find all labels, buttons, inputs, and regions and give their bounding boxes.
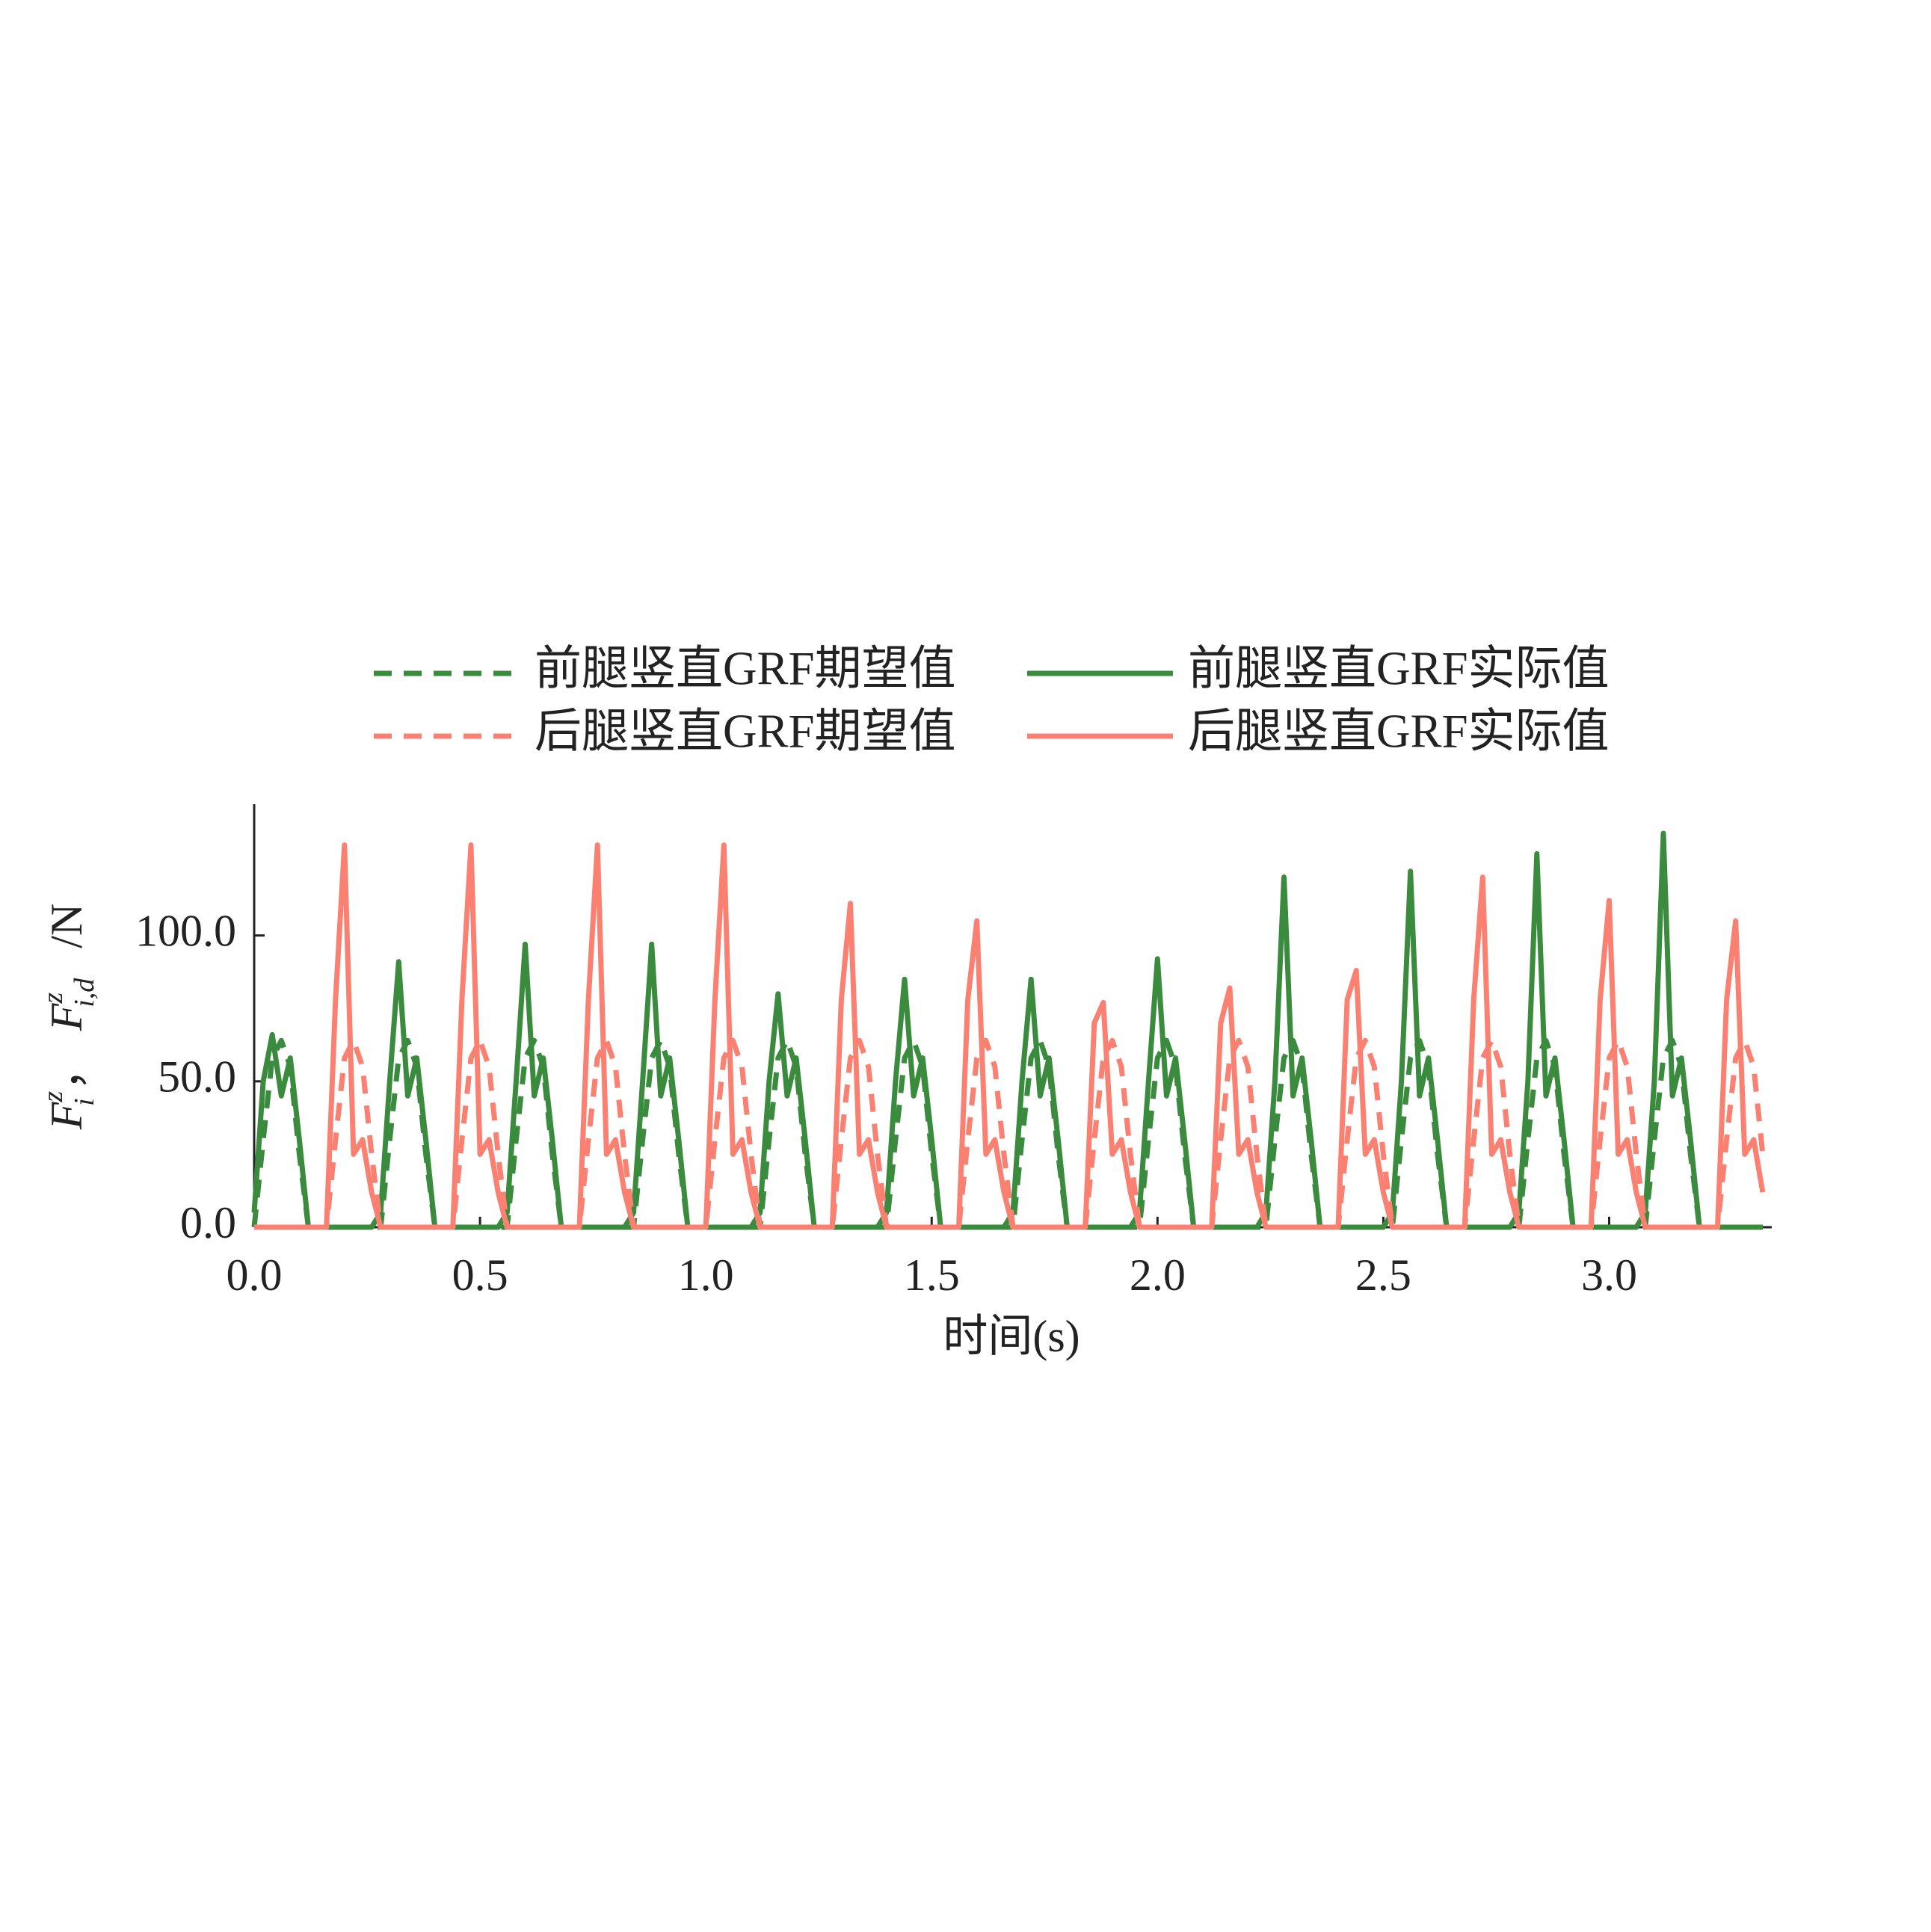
y-tick-label: 100.0	[135, 906, 236, 955]
x-tick-label: 3.0	[1581, 1250, 1637, 1300]
series-line	[254, 842, 1766, 1230]
y-axis-label: Fzi，Fzi,d/N	[37, 904, 100, 1131]
y-tick-label: 0.0	[180, 1198, 236, 1247]
y-label-part: ，	[42, 1046, 91, 1090]
x-tick-label: 1.0	[678, 1250, 734, 1300]
x-axis-label: 时间(s)	[943, 1312, 1080, 1361]
y-label-part: z	[37, 1091, 69, 1103]
y-label-part: i	[69, 1098, 100, 1106]
y-label-part: /N	[42, 904, 91, 948]
y-label-part: z	[37, 993, 69, 1004]
legend-label: 前腿竖直GRF实际值	[1188, 642, 1610, 694]
y-label-part: F	[42, 1002, 91, 1031]
series-line	[254, 1037, 1766, 1230]
x-tick-label: 1.5	[904, 1250, 960, 1300]
y-label-part: F	[42, 1101, 91, 1130]
y-label-part: i,d	[69, 978, 100, 1007]
legend-label: 后腿竖直GRF期望值	[535, 705, 956, 757]
legend-label: 后腿竖直GRF实际值	[1188, 705, 1610, 757]
x-tick-label: 0.0	[227, 1250, 283, 1300]
x-tick-label: 2.5	[1355, 1250, 1411, 1300]
legend-label: 前腿竖直GRF期望值	[535, 642, 956, 694]
x-tick-label: 0.5	[452, 1250, 508, 1300]
y-tick-label: 50.0	[158, 1052, 236, 1102]
x-tick-label: 2.0	[1130, 1250, 1186, 1300]
series-line	[251, 830, 1763, 1230]
